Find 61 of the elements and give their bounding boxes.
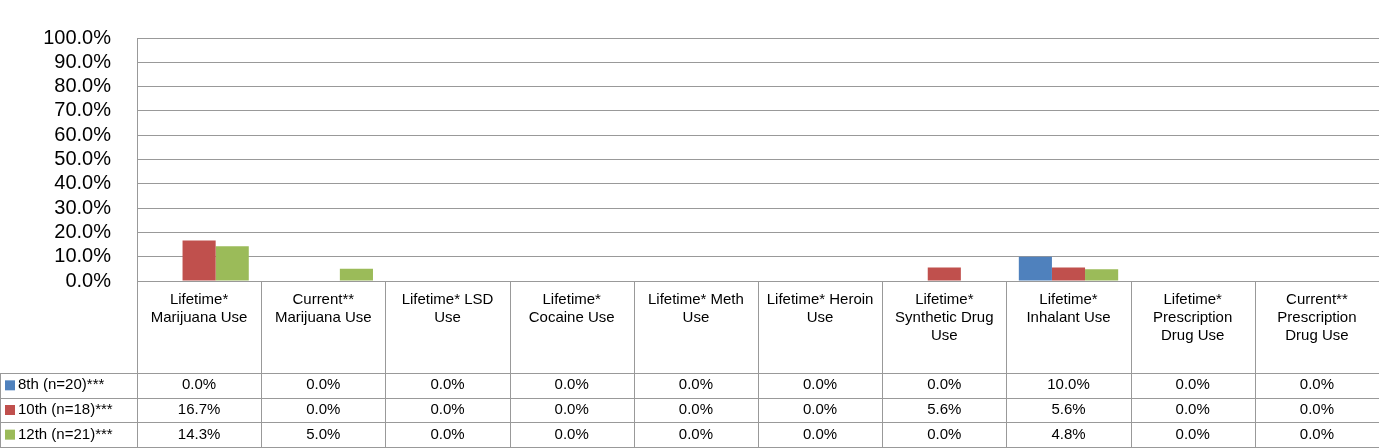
legend-label: 10th (n=18)*** — [18, 400, 113, 418]
data-label: 5.0% — [306, 424, 341, 442]
data-label: 0.0% — [306, 400, 341, 418]
x-tick-label: Current** Marijuana Use — [274, 290, 372, 326]
x-tick-label: Lifetime* Cocaine Use — [528, 290, 615, 326]
data-label: 0.0% — [1299, 424, 1334, 442]
data-label: 0.0% — [554, 375, 589, 393]
y-tick-label: 90.0% — [54, 49, 112, 72]
data-label: 16.7% — [177, 400, 221, 418]
data-label: 5.6% — [927, 400, 962, 418]
bar — [339, 268, 373, 281]
data-label: 0.0% — [803, 400, 838, 418]
data-label: 0.0% — [1175, 375, 1210, 393]
data-label: 10.0% — [1047, 375, 1090, 393]
y-tick-label: 0.0% — [65, 268, 112, 291]
data-label: 0.0% — [430, 400, 465, 418]
y-tick-label: 50.0% — [54, 147, 112, 170]
data-label: 0.0% — [803, 424, 838, 442]
bar — [1085, 269, 1119, 281]
data-label: 0.0% — [1299, 400, 1334, 418]
data-label: 0.0% — [803, 375, 838, 393]
data-label: 0.0% — [430, 375, 465, 393]
data-label: 0.0% — [678, 375, 713, 393]
data-label: 0.0% — [182, 375, 217, 393]
bar — [182, 240, 216, 281]
x-tick-label: Lifetime* LSD Use — [401, 290, 494, 326]
data-label: 4.8% — [1051, 424, 1086, 442]
x-tick-label: Lifetime* Marijuana Use — [150, 290, 248, 326]
x-tick-label: Lifetime* Meth Use — [647, 290, 744, 326]
data-label: 0.0% — [554, 424, 589, 442]
bar — [1051, 267, 1086, 281]
y-tick-label: 80.0% — [54, 74, 112, 97]
data-label: 0.0% — [1175, 424, 1210, 442]
x-tick-label: Lifetime* Prescription Drug Use — [1153, 290, 1233, 344]
legend-label: 12th (n=21)*** — [18, 424, 113, 442]
legend-label: 8th (n=20)*** — [18, 375, 105, 393]
bar — [927, 267, 961, 281]
data-label: 0.0% — [430, 424, 465, 442]
x-tick-label: Lifetime* Inhalant Use — [1026, 290, 1111, 326]
data-label: 0.0% — [1175, 400, 1210, 418]
x-tick-label: Lifetime* Heroin Use — [766, 290, 874, 326]
y-tick-label: 70.0% — [54, 98, 112, 121]
data-label: 0.0% — [678, 424, 713, 442]
bar — [1018, 256, 1052, 281]
data-label: 0.0% — [927, 375, 962, 393]
data-label: 0.0% — [927, 424, 962, 442]
data-label: 0.0% — [306, 375, 341, 393]
y-tick-label: 60.0% — [54, 122, 112, 145]
x-tick-label: Current** Prescription Drug Use — [1277, 290, 1357, 344]
data-label: 5.6% — [1051, 400, 1086, 418]
data-label: 0.0% — [554, 400, 589, 418]
y-tick-label: 100.0% — [43, 25, 112, 48]
x-tick-label: Lifetime* Synthetic Drug Use — [895, 290, 994, 344]
y-tick-label: 30.0% — [54, 195, 112, 218]
bar — [215, 246, 249, 281]
data-label: 0.0% — [1299, 375, 1334, 393]
data-label: 14.3% — [177, 424, 221, 442]
y-tick-label: 40.0% — [54, 171, 112, 194]
y-tick-label: 10.0% — [54, 244, 112, 267]
data-label: 0.0% — [678, 400, 713, 418]
y-tick-label: 20.0% — [54, 219, 112, 242]
